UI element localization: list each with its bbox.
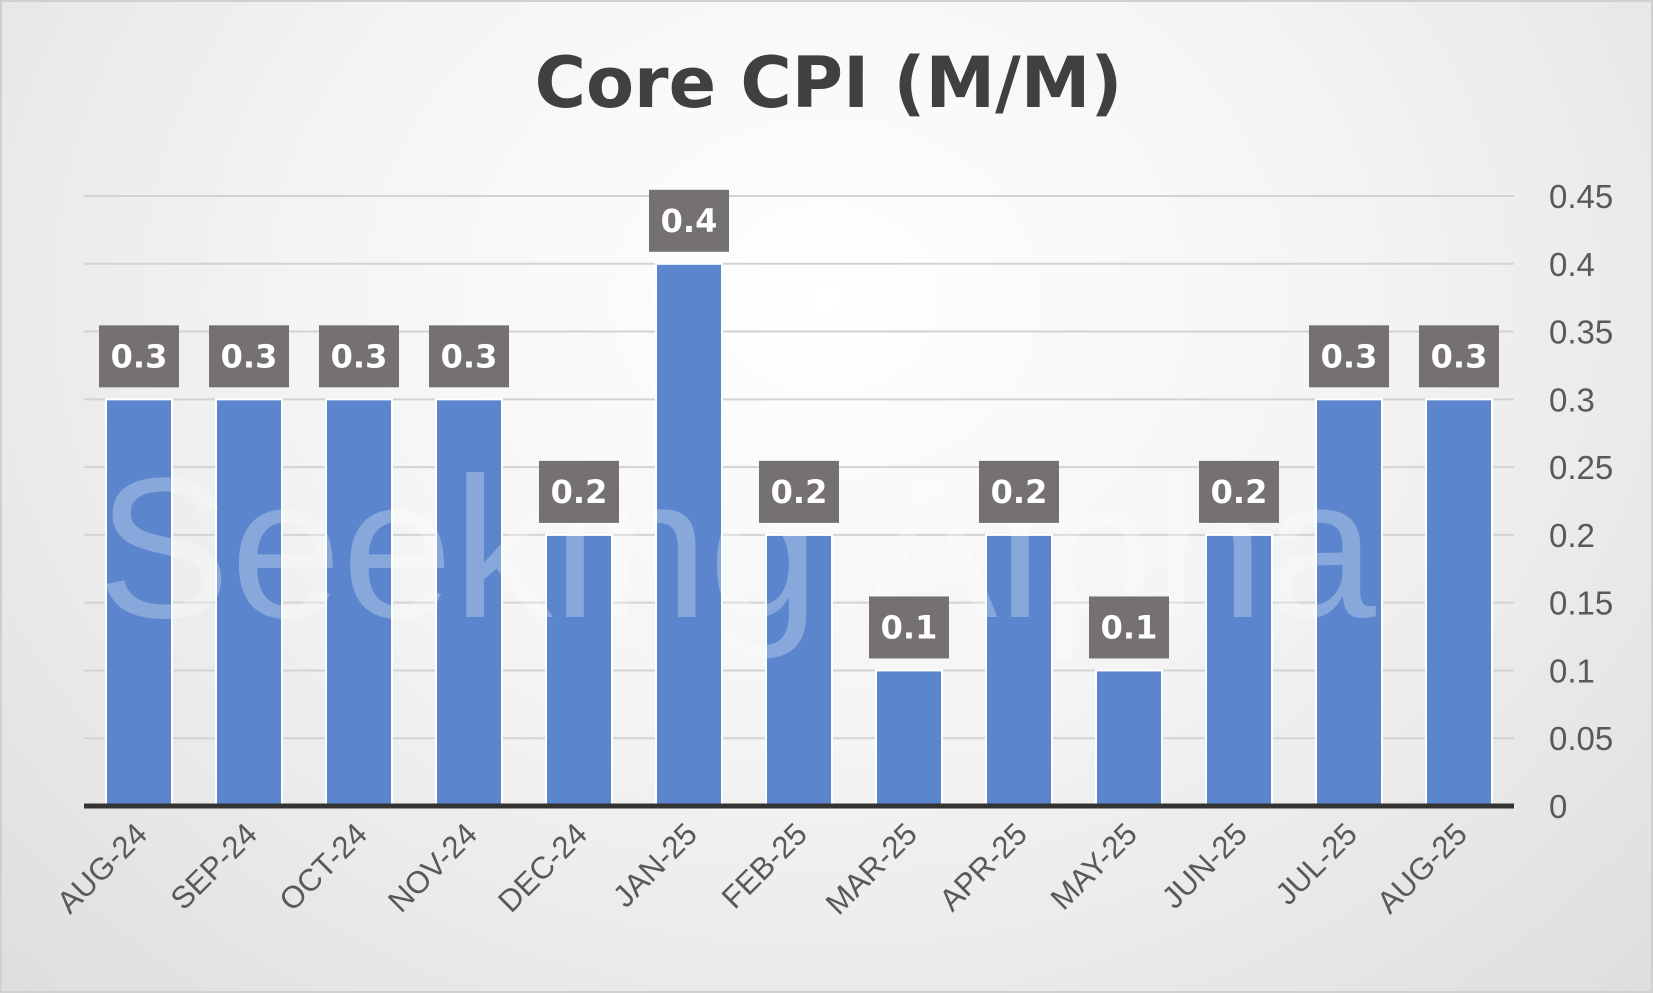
bar (435, 398, 503, 807)
data-label-text: 0.1 (1101, 608, 1158, 646)
data-label-box (1199, 460, 1279, 523)
data-label-box (979, 460, 1059, 523)
data-label-box (1419, 325, 1499, 388)
data-label-text: 0.3 (221, 337, 278, 375)
data-label-box (319, 325, 399, 388)
x-tick-label: NOV-24 (381, 816, 484, 919)
data-label-text: 0.2 (991, 473, 1048, 511)
y-tick-label: 0.4 (1549, 246, 1595, 283)
x-tick-label: AUG-25 (1370, 816, 1474, 920)
bar (1095, 669, 1163, 808)
data-label-text: 0.4 (661, 202, 718, 240)
data-label-box (1309, 325, 1389, 388)
data-label-text: 0.3 (1321, 337, 1378, 375)
data-label: 0.3 (209, 325, 289, 388)
y-tick-label: 0.1 (1549, 652, 1595, 689)
bar (215, 398, 283, 807)
watermark: Seeking Alpha (97, 437, 1377, 660)
data-label-box (649, 189, 729, 252)
y-tick-label: 0.45 (1549, 178, 1613, 215)
data-label-text: 0.3 (331, 337, 388, 375)
y-tick-label: 0 (1549, 788, 1567, 825)
data-label-box (869, 596, 949, 659)
x-tick-label: JUL-25 (1269, 816, 1364, 911)
data-label-box (429, 325, 509, 388)
y-tick-label: 0.05 (1549, 720, 1613, 757)
x-tick-label: JAN-25 (606, 816, 704, 914)
x-tick-label: DEC-24 (491, 816, 594, 919)
x-tick-label: FEB-25 (715, 816, 814, 915)
bar (765, 533, 833, 808)
data-label: 0.2 (979, 460, 1059, 523)
bar (1315, 398, 1383, 807)
x-tick-label: APR-25 (932, 816, 1034, 918)
x-tick-label: OCT-24 (272, 816, 373, 917)
bar (325, 398, 393, 807)
bar (985, 533, 1053, 808)
x-tick-label: JUN-25 (1155, 816, 1254, 915)
data-label: 0.3 (429, 325, 509, 388)
data-label-box (99, 325, 179, 388)
data-label: 0.3 (99, 325, 179, 388)
y-tick-label: 0.25 (1549, 449, 1613, 486)
data-label: 0.3 (1419, 325, 1499, 388)
data-label: 0.3 (1309, 325, 1389, 388)
data-label: 0.2 (1199, 460, 1279, 523)
data-label: 0.2 (759, 460, 839, 523)
data-label-text: 0.1 (881, 608, 938, 646)
data-label-text: 0.2 (1211, 473, 1268, 511)
x-tick-label: SEP-24 (164, 816, 264, 916)
bars (105, 262, 1493, 808)
x-tick-label: MAR-25 (819, 816, 924, 921)
bar (105, 398, 173, 807)
data-label-text: 0.3 (441, 337, 498, 375)
data-label-box (209, 325, 289, 388)
data-label: 0.1 (869, 596, 949, 659)
data-label-text: 0.3 (1431, 337, 1488, 375)
data-label-text: 0.2 (551, 473, 608, 511)
data-label-text: 0.3 (111, 337, 168, 375)
bar (875, 669, 943, 808)
y-tick-label: 0.15 (1549, 585, 1613, 622)
data-label-box (539, 460, 619, 523)
data-label: 0.1 (1089, 596, 1169, 659)
data-labels: 0.3 0.3 0.3 0.3 0.2 0.4 0.2 0.1 0.2 0.1 0.2 0.3 0.3 (99, 189, 1499, 659)
data-label: 0.2 (539, 460, 619, 523)
y-tick-label: 0.2 (1549, 517, 1595, 554)
data-label-text: 0.2 (771, 473, 828, 511)
data-label: 0.3 (319, 325, 399, 388)
bar (1425, 398, 1493, 807)
data-label-box (1089, 596, 1169, 659)
y-tick-label: 0.35 (1549, 314, 1613, 351)
chart-title: Core CPI (M/M) (534, 42, 1123, 124)
bar (1205, 533, 1273, 808)
x-tick-label: MAY-25 (1044, 816, 1144, 916)
data-label-box (759, 460, 839, 523)
x-tick-label: AUG-24 (50, 816, 154, 920)
y-tick-label: 0.3 (1549, 381, 1595, 418)
data-label: 0.4 (649, 189, 729, 252)
